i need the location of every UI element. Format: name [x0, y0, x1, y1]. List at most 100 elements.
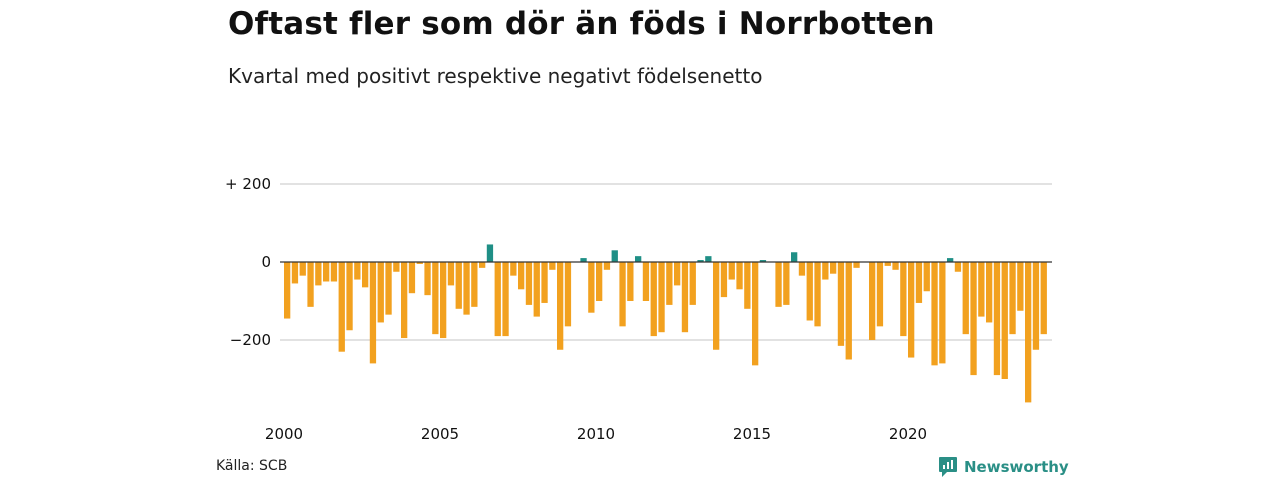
bar: [580, 258, 587, 262]
bar: [1001, 262, 1008, 379]
bar: [284, 262, 291, 319]
bar: [603, 262, 611, 270]
bar: [486, 244, 494, 262]
chart-subtitle: Kvartal med positivt respektive negativt…: [228, 64, 763, 88]
bar: [908, 262, 915, 358]
bar: [728, 262, 735, 280]
bar: [447, 262, 455, 286]
bar: [814, 262, 821, 327]
bar: [635, 256, 642, 262]
bar: [939, 262, 946, 364]
bar: [759, 260, 767, 262]
bar: [471, 262, 478, 307]
bar: [970, 262, 977, 376]
bar: [783, 262, 790, 305]
bar: [666, 262, 673, 305]
bar: [377, 262, 384, 323]
x-tick-label: 2010: [577, 425, 615, 443]
bar: [923, 262, 930, 292]
bar: [681, 262, 689, 333]
bar: [775, 262, 782, 307]
bar: [291, 262, 299, 284]
brand-name: Newsworthy: [964, 458, 1069, 476]
bar: [993, 262, 1001, 376]
bar: [315, 262, 322, 286]
bar: [744, 262, 751, 309]
x-axis-ticks: 2000 2005 2010 2015 2020: [265, 425, 927, 443]
bar: [525, 262, 533, 305]
bar: [876, 262, 884, 327]
bar: [385, 262, 392, 315]
bar: [346, 262, 353, 331]
bar: [798, 262, 806, 276]
bar: [557, 262, 564, 350]
bar: [837, 262, 845, 346]
bar: [752, 262, 759, 366]
bar: [705, 256, 712, 262]
newsworthy-logo-icon: [939, 457, 957, 477]
bar: [627, 262, 634, 301]
bar: [494, 262, 501, 337]
bar: [674, 262, 681, 286]
bar: [463, 262, 470, 315]
bar: [541, 262, 548, 303]
bar: [892, 262, 899, 270]
x-tick-label: 2005: [421, 425, 459, 443]
bar: [401, 262, 408, 339]
bars: [284, 244, 1047, 403]
bar: [658, 262, 665, 333]
bar: [299, 262, 306, 276]
bar: [479, 262, 486, 268]
bar: [853, 262, 860, 268]
bar: [650, 262, 657, 337]
x-tick-label: 2020: [889, 425, 927, 443]
bar: [432, 262, 439, 335]
bar: [510, 262, 517, 276]
bar: [900, 262, 907, 337]
bar: [330, 262, 338, 282]
bar: [518, 262, 525, 290]
y-axis-ticks: + 200 0 −200: [225, 175, 271, 349]
bar: [720, 262, 728, 298]
bar: [822, 262, 829, 280]
bar: [323, 262, 330, 282]
bar: [830, 262, 837, 274]
chart-title: Oftast fler som dör än föds i Norrbotten: [228, 6, 935, 42]
bar: [354, 262, 361, 280]
bar: [1025, 262, 1032, 403]
gridlines: [280, 183, 1052, 341]
bar: [947, 258, 954, 262]
bar: [338, 262, 345, 352]
bar: [1009, 262, 1016, 335]
bar: [884, 262, 891, 266]
bar: [455, 262, 462, 309]
bar: [611, 250, 618, 262]
bar: [619, 262, 626, 327]
bar: [713, 262, 720, 350]
y-tick-label: + 200: [225, 175, 271, 193]
bar: [564, 262, 572, 327]
bar: [697, 260, 704, 262]
bar: [502, 262, 509, 337]
bar: [588, 262, 595, 313]
bar: [736, 262, 743, 290]
bar: [369, 262, 377, 364]
bar: [440, 262, 447, 339]
bar: [408, 262, 416, 294]
bar: [642, 262, 650, 301]
bar: [1032, 262, 1040, 350]
bar: [986, 262, 993, 323]
bar: [393, 262, 400, 272]
bar: [533, 262, 540, 317]
y-tick-label: −200: [230, 331, 271, 349]
bar: [362, 262, 369, 288]
bar: [931, 262, 938, 366]
bar: [962, 262, 969, 335]
y-tick-label: 0: [261, 253, 271, 271]
bar: [596, 262, 603, 301]
brand-logo: Newsworthy: [938, 456, 1069, 478]
bar: [689, 262, 696, 305]
bar: [869, 262, 876, 340]
bar: [416, 262, 423, 264]
